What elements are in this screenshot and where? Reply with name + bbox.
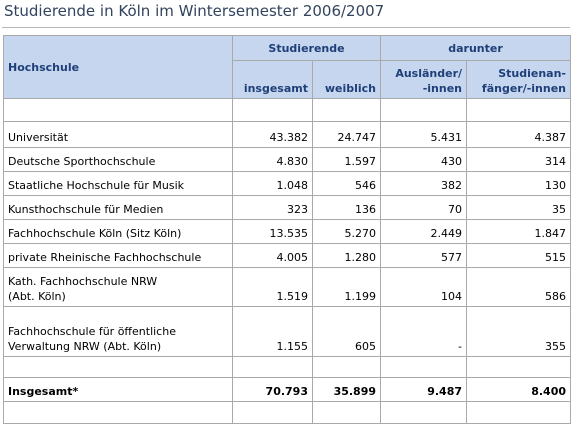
name-cell: Kunsthochschule für Medien [3, 195, 233, 220]
number-cell: 577 [380, 243, 468, 268]
data-table: Hochschule Studierende darunter insgesam… [3, 35, 572, 424]
empty-row [3, 356, 572, 378]
number-cell: 2.449 [380, 219, 468, 244]
title-rule [2, 27, 570, 28]
name-cell: Fachhochschule für öffentliche Verwaltun… [3, 306, 233, 357]
number-cell: 9.487 [380, 377, 468, 402]
empty-cell [311, 401, 382, 424]
number-cell: 70 [380, 195, 468, 220]
number-cell: 24.747 [311, 121, 382, 148]
number-cell: 1.280 [311, 243, 382, 268]
number-cell: 43.382 [232, 121, 313, 148]
number-cell: 8.400 [466, 377, 572, 402]
number-cell: 104 [380, 267, 468, 307]
number-cell: 5.431 [380, 121, 468, 148]
table-body: Universität 43.382 24.747 5.431 4.387 Deutsch… [3, 98, 572, 424]
name-cell: Fachhochschule Köln (Sitz Köln) [3, 219, 233, 244]
total-row: Insgesamt* 70.793 35.899 9.487 8.400 [3, 377, 572, 402]
empty-cell [466, 401, 572, 424]
empty-cell [232, 98, 313, 122]
number-cell: 5.270 [311, 219, 382, 244]
empty-cell [3, 401, 233, 424]
empty-row [3, 401, 572, 424]
empty-cell [311, 356, 382, 378]
header-cell: darunter [380, 35, 572, 61]
empty-cell [380, 401, 468, 424]
data-row: Staatliche Hochschule für Musik 1.048 546 3… [3, 171, 572, 196]
data-row: Kunsthochschule für Medien 323 136 70 35 [3, 195, 572, 220]
empty-cell [380, 356, 468, 378]
page-title: Studierende in Köln im Wintersemester 20… [4, 2, 385, 20]
number-cell: 4.005 [232, 243, 313, 268]
empty-cell [232, 401, 313, 424]
data-row: Deutsche Sporthochschule 4.830 1.597 430 314 [3, 147, 572, 172]
header-cell: insgesamt [232, 60, 313, 99]
number-cell: 355 [466, 306, 572, 357]
number-cell: 323 [232, 195, 313, 220]
number-cell: 430 [380, 147, 468, 172]
empty-cell [466, 98, 572, 122]
header-cell: Ausländer/ -innen [380, 60, 468, 99]
data-row: Universität 43.382 24.747 5.431 4.387 [3, 121, 572, 148]
number-cell: - [380, 306, 468, 357]
empty-cell [466, 356, 572, 378]
empty-row [3, 98, 572, 122]
number-cell: 515 [466, 243, 572, 268]
empty-cell [232, 356, 313, 378]
number-cell: 35.899 [311, 377, 382, 402]
number-cell: 4.830 [232, 147, 313, 172]
number-cell: 136 [311, 195, 382, 220]
number-cell: 1.597 [311, 147, 382, 172]
data-row: Kath. Fachhochschule NRW (Abt. Köln) 1.51… [3, 267, 572, 307]
number-cell: 1.199 [311, 267, 382, 307]
data-row: private Rheinische Fachhochschule 4.005 1.… [3, 243, 572, 268]
number-cell: 1.519 [232, 267, 313, 307]
number-cell: 382 [380, 171, 468, 196]
header-row: Hochschule Studierende darunter [3, 35, 572, 99]
name-cell: Insgesamt* [3, 377, 233, 402]
number-cell: 70.793 [232, 377, 313, 402]
name-cell: Staatliche Hochschule für Musik [3, 171, 233, 196]
data-row: Fachhochschule Köln (Sitz Köln) 13.535 5.2… [3, 219, 572, 244]
number-cell: 546 [311, 171, 382, 196]
number-cell: 605 [311, 306, 382, 357]
number-cell: 586 [466, 267, 572, 307]
name-cell: Deutsche Sporthochschule [3, 147, 233, 172]
header-cell: Studienan- fänger/-innen [466, 60, 572, 99]
number-cell: 1.847 [466, 219, 572, 244]
header-row: insgesamt weiblich Ausländer/ -innen Stu… [4, 60, 572, 99]
data-row: Fachhochschule für öffentliche Verwaltun… [3, 306, 572, 357]
name-cell: Universität [3, 121, 233, 148]
header-cell: weiblich [311, 60, 382, 99]
header-cell: Studierende [231, 35, 382, 61]
number-cell: 4.387 [466, 121, 572, 148]
empty-cell [380, 98, 468, 122]
empty-cell [3, 356, 233, 378]
name-cell: private Rheinische Fachhochschule [3, 243, 233, 268]
empty-cell [311, 98, 382, 122]
empty-cell [3, 98, 233, 122]
number-cell: 1.048 [232, 171, 313, 196]
number-cell: 13.535 [232, 219, 313, 244]
number-cell: 130 [466, 171, 572, 196]
header-cell: Hochschule [3, 35, 233, 99]
number-cell: 35 [466, 195, 572, 220]
number-cell: 1.155 [232, 306, 313, 357]
number-cell: 314 [466, 147, 572, 172]
name-cell: Kath. Fachhochschule NRW (Abt. Köln) [3, 267, 233, 307]
